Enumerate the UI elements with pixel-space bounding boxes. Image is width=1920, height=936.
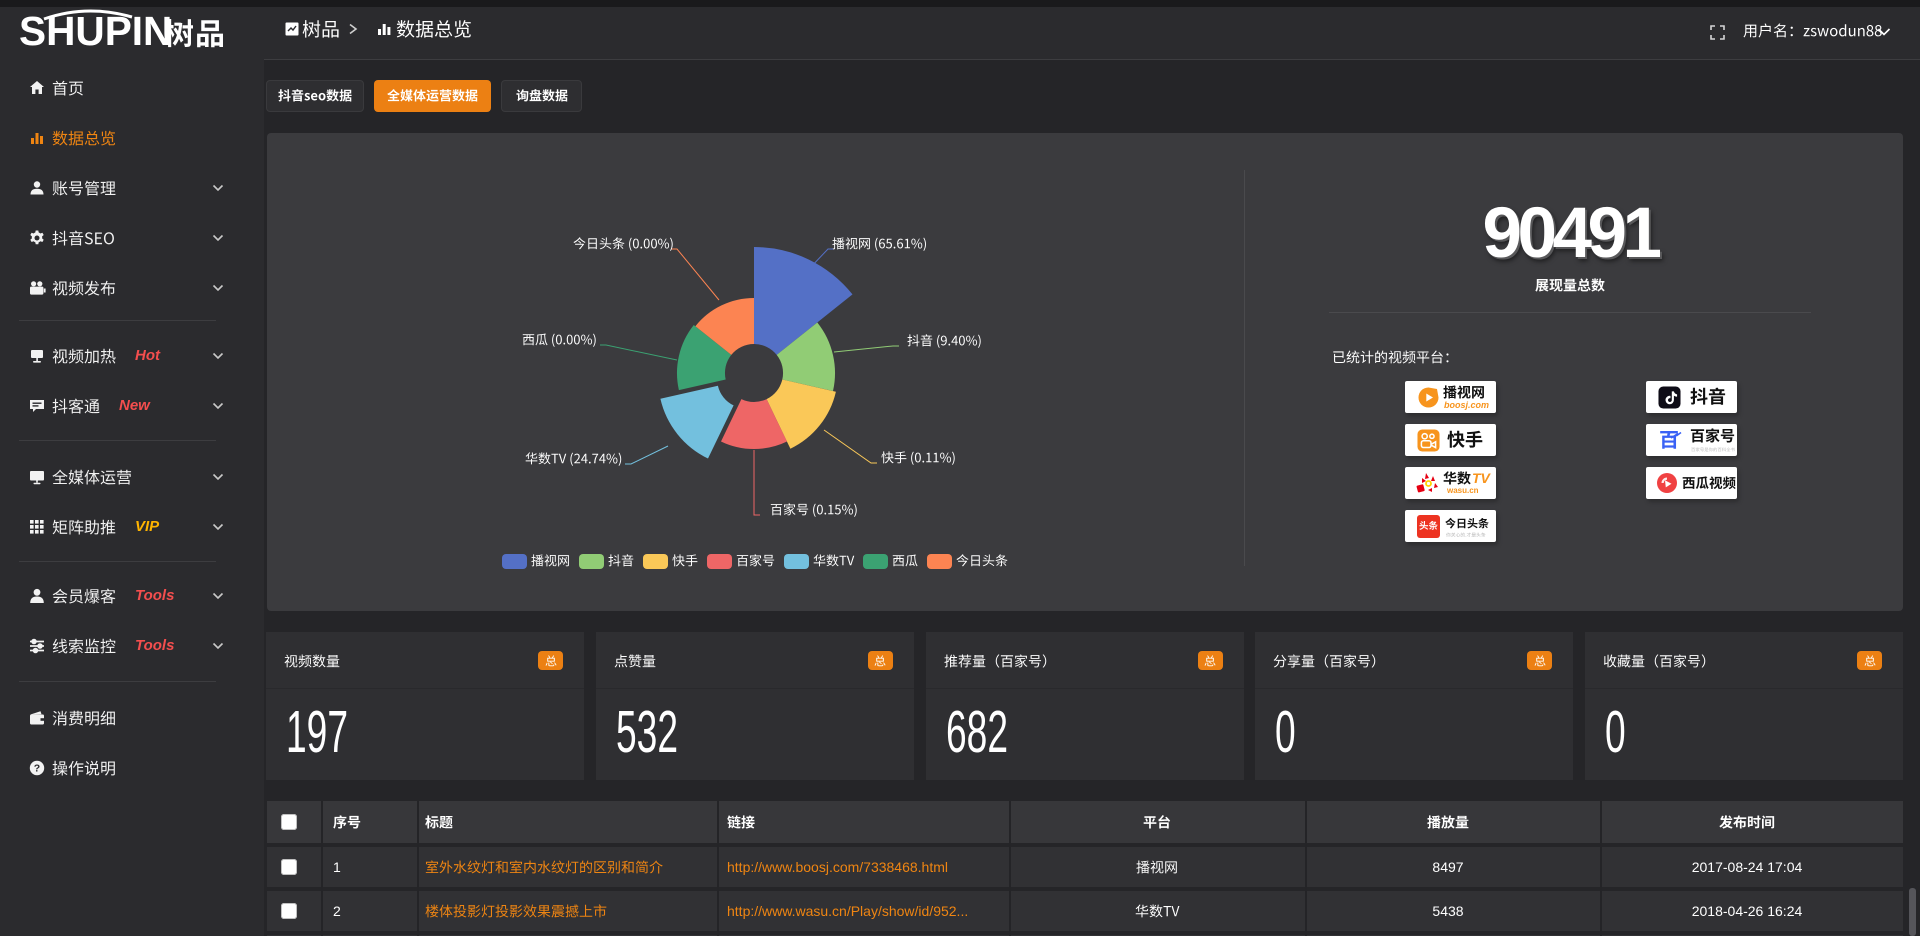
- svg-text:?: ?: [34, 763, 40, 775]
